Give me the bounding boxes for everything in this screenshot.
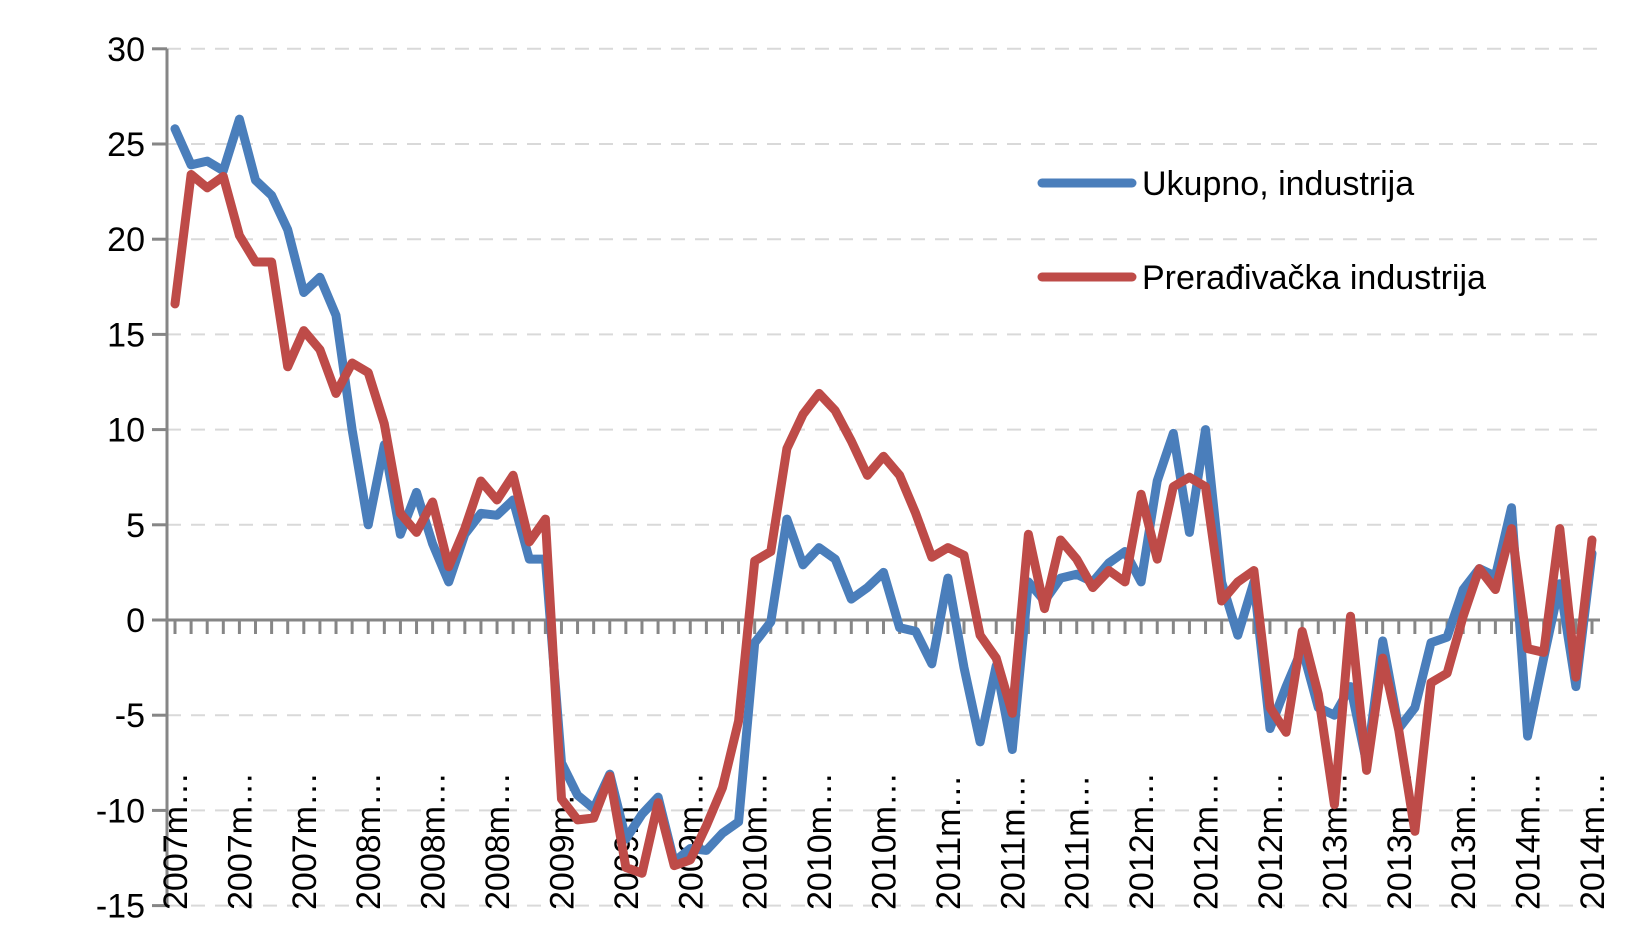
x-tick-label: 2012m… <box>1252 772 1290 910</box>
x-tick-label: 2011m… <box>930 775 968 910</box>
legend-label-preradjivacka: Prerađivačka industrija <box>1142 259 1486 297</box>
x-tick-label: 2014m… <box>1574 772 1612 910</box>
x-tick-label: 2011m… <box>1059 775 1097 910</box>
y-tick-label: 15 <box>107 316 145 354</box>
y-tick-label: -5 <box>115 697 145 735</box>
x-tick-label: 2010m… <box>801 772 839 910</box>
x-tick-label: 2014m… <box>1510 772 1548 910</box>
x-tick-label: 2009m… <box>672 772 710 910</box>
series-lines <box>170 114 1597 878</box>
x-tick-label: 2008m… <box>350 772 388 910</box>
x-tick-label: 2013m… <box>1445 772 1483 910</box>
x-tick-label: 2011m… <box>994 775 1032 910</box>
y-tick-label: 20 <box>107 221 145 259</box>
x-tick-label: 2008m… <box>415 772 453 910</box>
x-tick-label: 2007m… <box>286 772 324 910</box>
y-tick-label: 5 <box>126 507 145 545</box>
x-axis: 2007m… 2007m… 2007m… 2008m… 2008m… 2008m… 2009… <box>157 618 1612 910</box>
x-tick-label: 2010m… <box>866 772 904 910</box>
y-tick-label: 10 <box>107 412 145 450</box>
y-tick-label: 30 <box>107 31 145 69</box>
legend-label-ukupno: Ukupno, industrija <box>1142 165 1414 203</box>
y-tick-label: 0 <box>126 602 145 640</box>
y-axis: 30 25 20 15 10 5 0 -5 -10 -15 <box>96 31 169 926</box>
legend: Ukupno, industrija Prerađivačka industri… <box>1037 165 1486 297</box>
y-tick-label: 25 <box>107 126 145 164</box>
series-line-0 <box>170 114 1597 867</box>
x-tick-label: 2007m… <box>221 772 259 910</box>
y-tick-label: -10 <box>96 792 145 830</box>
x-tick-label: 2008m… <box>479 772 517 910</box>
x-tick-label: 2007m… <box>157 772 195 910</box>
x-tick-label: 2012m… <box>1123 772 1161 910</box>
x-tick-label: 2012m… <box>1188 772 1226 910</box>
y-tick-label: -15 <box>96 888 145 926</box>
